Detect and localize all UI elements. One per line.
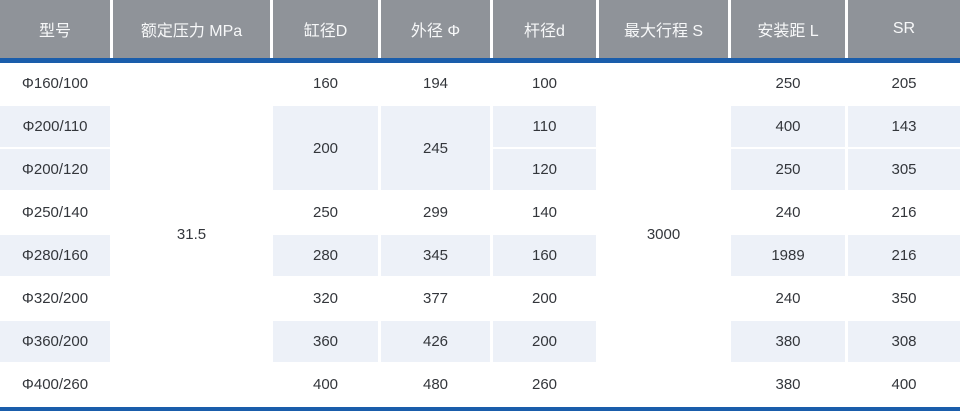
cell-sr: 400 [891, 376, 917, 393]
cell-sr: 216 [848, 235, 960, 276]
cell-sr: 216 [891, 204, 917, 221]
cell-rod: 260 [531, 376, 558, 393]
header-cell-max-stroke: 最大行程 S [599, 0, 728, 58]
cell-max-stroke-merged: 3000 [646, 225, 681, 243]
cell-outer: 480 [422, 376, 449, 393]
cell-sr: 143 [848, 106, 960, 147]
cell-rod: 100 [531, 75, 558, 92]
header-cell-mount-dist: 安装距 L [731, 0, 845, 58]
cell-rod: 120 [493, 149, 596, 190]
header-cell-outer-dia: 外径 Φ [381, 0, 490, 58]
cell-bore: 160 [312, 75, 339, 92]
cell-model: Φ250/140 [21, 204, 89, 221]
cell-bore: 400 [312, 376, 339, 393]
cell-model: Φ360/200 [0, 321, 110, 362]
cell-model: Φ320/200 [21, 290, 89, 307]
cell-mount: 380 [775, 376, 801, 393]
cell-sr: 308 [848, 321, 960, 362]
cell-rod: 160 [493, 235, 596, 276]
cell-mount: 380 [731, 321, 845, 362]
cell-mount: 240 [775, 204, 801, 221]
cell-mount: 250 [731, 149, 845, 190]
header-cell-sr: SR [848, 0, 960, 58]
table-body: 31.5 3000 Φ160/100 160 194 100 250 205 Φ… [0, 63, 960, 405]
cell-outer: 377 [422, 290, 449, 307]
cell-outer: 299 [422, 204, 449, 221]
header-cell-rated-pressure: 额定压力 MPa [113, 0, 270, 58]
cell-model: Φ280/160 [0, 235, 110, 276]
cell-mount: 240 [775, 290, 801, 307]
cell-model: Φ400/260 [21, 376, 89, 393]
cell-mount: 250 [775, 75, 801, 92]
cell-rod: 200 [493, 321, 596, 362]
cell-model: Φ200/120 [0, 149, 110, 190]
cell-mount: 400 [731, 106, 845, 147]
cell-bore-merged-200: 200 [273, 106, 378, 190]
cell-model: Φ160/100 [21, 75, 89, 92]
cell-mount: 1989 [731, 235, 845, 276]
header-cell-rod-dia: 杆径d [493, 0, 596, 58]
cell-sr: 350 [891, 290, 917, 307]
cell-outer-merged-245: 245 [381, 106, 490, 190]
header-accent-line [0, 58, 960, 63]
cell-bore: 280 [273, 235, 378, 276]
header-cell-bore-d: 缸径D [273, 0, 378, 58]
cell-rated-pressure-merged: 31.5 [176, 225, 207, 243]
cell-outer: 426 [381, 321, 490, 362]
cell-rod: 110 [493, 106, 596, 147]
cell-bore: 250 [312, 204, 339, 221]
cell-rod: 140 [531, 204, 558, 221]
cell-sr: 305 [848, 149, 960, 190]
cell-bore: 360 [273, 321, 378, 362]
cell-sr: 205 [891, 75, 917, 92]
footer-accent-line [0, 407, 960, 411]
cell-bore: 320 [312, 290, 339, 307]
cell-rod: 200 [531, 290, 558, 307]
table-header-row: 型号 额定压力 MPa 缸径D 外径 Φ 杆径d 最大行程 S 安装距 L SR [0, 0, 960, 58]
header-cell-model: 型号 [0, 0, 110, 58]
cell-outer: 345 [381, 235, 490, 276]
cell-outer: 194 [422, 75, 449, 92]
cell-model: Φ200/110 [0, 106, 110, 147]
